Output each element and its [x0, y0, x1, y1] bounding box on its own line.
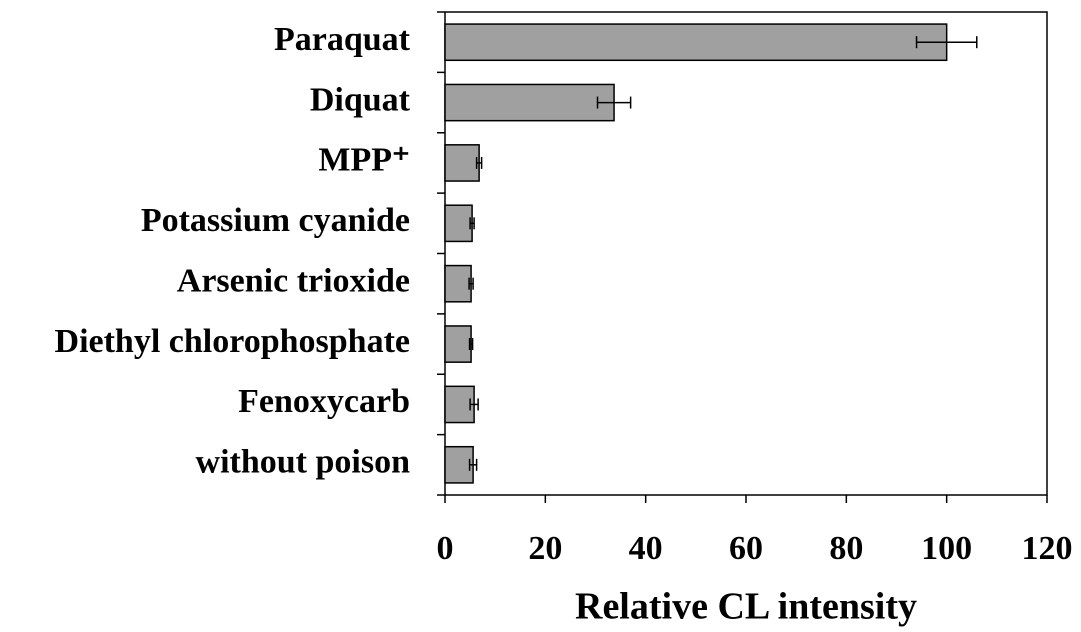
x-axis-title: Relative CL intensity	[575, 586, 917, 628]
error-bar	[596, 96, 632, 109]
error-bar	[468, 458, 478, 471]
x-tick-label: 100	[921, 530, 972, 567]
bar	[444, 83, 615, 122]
y-tick-label: Fenoxycarb	[238, 383, 410, 420]
error-bar	[475, 156, 483, 169]
y-tick-label: Arsenic trioxide	[177, 262, 410, 299]
x-tick-label: 120	[1022, 530, 1073, 567]
bar	[444, 144, 480, 182]
bar	[444, 204, 473, 243]
bar	[444, 325, 472, 363]
x-tick-label: 40	[629, 530, 663, 567]
error-bar	[469, 398, 479, 411]
error-bar	[468, 277, 474, 290]
x-tick-label: 0	[437, 530, 454, 567]
y-tick-label: without poison	[196, 444, 411, 481]
y-tick-label: Diquat	[310, 81, 411, 118]
x-tick-label: 60	[729, 530, 763, 567]
y-tick-label: Potassium cyanide	[141, 202, 410, 239]
error-bar	[469, 217, 475, 230]
bar	[444, 23, 948, 62]
error-bar	[468, 338, 474, 351]
y-tick-label: Diethyl chlorophosphate	[55, 323, 410, 360]
error-bar	[915, 36, 978, 49]
x-tick-label: 20	[528, 530, 562, 567]
bar	[444, 264, 472, 303]
x-tick-label: 80	[829, 530, 863, 567]
y-tick-label: Paraquat	[274, 21, 411, 58]
bar	[444, 445, 474, 484]
y-tick-label: MPP⁺	[318, 142, 410, 179]
